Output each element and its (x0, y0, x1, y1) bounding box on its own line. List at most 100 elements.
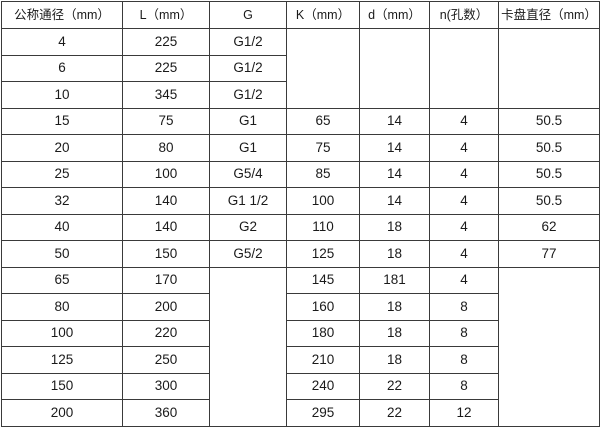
table-header: 公称通径（mm） L（mm） G K（mm） d（mm） n(孔数） 卡盘直径（… (1, 1, 600, 29)
table-row: 20 80 G1 75 14 4 50.5 (1, 134, 600, 162)
cell-k: 180 (286, 319, 360, 347)
cell-length: 100 (122, 160, 210, 188)
column-header-chuck-diameter: 卡盘直径（mm） (498, 1, 600, 29)
cell-thread-g: G5/2 (209, 240, 287, 268)
table-body: 4 225 G1/2 6 225 G1/2 10 345 G1/2 15 75 … (1, 28, 600, 427)
cell-nominal-diameter: 20 (1, 134, 123, 162)
cell-d: 22 (359, 372, 430, 400)
cell-nominal-diameter: 6 (1, 54, 123, 82)
cell-chuck-diameter: 77 (498, 240, 600, 268)
cell-length: 170 (122, 266, 210, 294)
cell-thread-g: G1/2 (209, 81, 287, 109)
cell-d: 14 (359, 160, 430, 188)
table-row: 15 75 G1 65 14 4 50.5 (1, 107, 600, 135)
cell-d: 14 (359, 187, 430, 215)
column-header-length: L（mm） (122, 1, 210, 29)
cell-chuck-diameter: 50.5 (498, 187, 600, 215)
header-row: 公称通径（mm） L（mm） G K（mm） d（mm） n(孔数） 卡盘直径（… (1, 1, 600, 29)
cell-nominal-diameter: 40 (1, 213, 123, 241)
cell-nominal-diameter: 15 (1, 107, 123, 135)
cell-k-blank (286, 28, 360, 109)
cell-hole-count: 8 (429, 293, 499, 321)
table-row: 125 250 210 18 8 (1, 346, 600, 374)
cell-thread-g: G1 1/2 (209, 187, 287, 215)
cell-hole-count: 8 (429, 372, 499, 400)
table-row: 65 170 145 181 4 (1, 266, 600, 427)
cell-length: 140 (122, 187, 210, 215)
column-header-nominal-diameter: 公称通径（mm） (1, 1, 123, 29)
cell-nominal-diameter: 200 (1, 399, 123, 427)
cell-k: 65 (286, 107, 360, 135)
cell-hole-count: 4 (429, 213, 499, 241)
cell-d: 18 (359, 240, 430, 268)
cell-nominal-diameter: 150 (1, 372, 123, 400)
cell-nominal-diameter: 10 (1, 81, 123, 109)
cell-k: 100 (286, 187, 360, 215)
cell-k: 210 (286, 346, 360, 374)
cell-d: 22 (359, 399, 430, 427)
cell-d: 181 (359, 266, 430, 294)
cell-length: 150 (122, 240, 210, 268)
cell-length: 225 (122, 28, 210, 56)
table-row: 40 140 G2 110 18 4 62 (1, 213, 600, 241)
cell-chuck-diameter: 50.5 (498, 160, 600, 188)
cell-nominal-diameter: 80 (1, 293, 123, 321)
cell-thread-g: G1/2 (209, 28, 287, 56)
cell-nominal-diameter: 32 (1, 187, 123, 215)
cell-length: 220 (122, 319, 210, 347)
cell-nominal-diameter: 100 (1, 319, 123, 347)
cell-k: 85 (286, 160, 360, 188)
table-row: 32 140 G1 1/2 100 14 4 50.5 (1, 187, 600, 215)
table-row: 4 225 G1/2 (1, 28, 600, 109)
table-row: 6 225 G1/2 (1, 54, 600, 82)
cell-k: 145 (286, 266, 360, 294)
cell-length: 250 (122, 346, 210, 374)
table-row: 150 300 240 22 8 (1, 372, 600, 400)
cell-nominal-diameter: 125 (1, 346, 123, 374)
cell-hole-count: 4 (429, 107, 499, 135)
cell-thread-g: G2 (209, 213, 287, 241)
column-header-k: K（mm） (286, 1, 360, 29)
cell-nominal-diameter: 50 (1, 240, 123, 268)
cell-d: 14 (359, 107, 430, 135)
cell-length: 140 (122, 213, 210, 241)
cell-k: 295 (286, 399, 360, 427)
cell-length: 300 (122, 372, 210, 400)
cell-chuck-diameter-blank (498, 28, 600, 109)
cell-thread-g: G1 (209, 134, 287, 162)
cell-length: 80 (122, 134, 210, 162)
cell-chuck-diameter: 50.5 (498, 134, 600, 162)
cell-k: 125 (286, 240, 360, 268)
cell-chuck-diameter-blank (498, 266, 600, 427)
cell-length: 225 (122, 54, 210, 82)
cell-thread-g: G1 (209, 107, 287, 135)
cell-k: 240 (286, 372, 360, 400)
cell-d: 14 (359, 134, 430, 162)
table-row: 50 150 G5/2 125 18 4 77 (1, 240, 600, 268)
column-header-hole-count: n(孔数） (429, 1, 499, 29)
cell-hole-count: 8 (429, 319, 499, 347)
cell-hole-count: 4 (429, 134, 499, 162)
cell-hole-count: 4 (429, 187, 499, 215)
cell-thread-g-blank (209, 266, 287, 427)
cell-length: 200 (122, 293, 210, 321)
cell-k: 160 (286, 293, 360, 321)
cell-chuck-diameter: 62 (498, 213, 600, 241)
cell-d: 18 (359, 346, 430, 374)
cell-d-blank (359, 28, 430, 109)
cell-d: 18 (359, 213, 430, 241)
cell-thread-g: G5/4 (209, 160, 287, 188)
cell-hole-count: 4 (429, 266, 499, 294)
table-row: 80 200 160 18 8 (1, 293, 600, 321)
cell-d: 18 (359, 293, 430, 321)
cell-hole-count-blank (429, 28, 499, 109)
cell-nominal-diameter: 65 (1, 266, 123, 294)
table-row: 25 100 G5/4 85 14 4 50.5 (1, 160, 600, 188)
cell-nominal-diameter: 25 (1, 160, 123, 188)
cell-length: 360 (122, 399, 210, 427)
cell-k: 110 (286, 213, 360, 241)
column-header-thread-g: G (209, 1, 287, 29)
cell-chuck-diameter: 50.5 (498, 107, 600, 135)
cell-nominal-diameter: 4 (1, 28, 123, 56)
